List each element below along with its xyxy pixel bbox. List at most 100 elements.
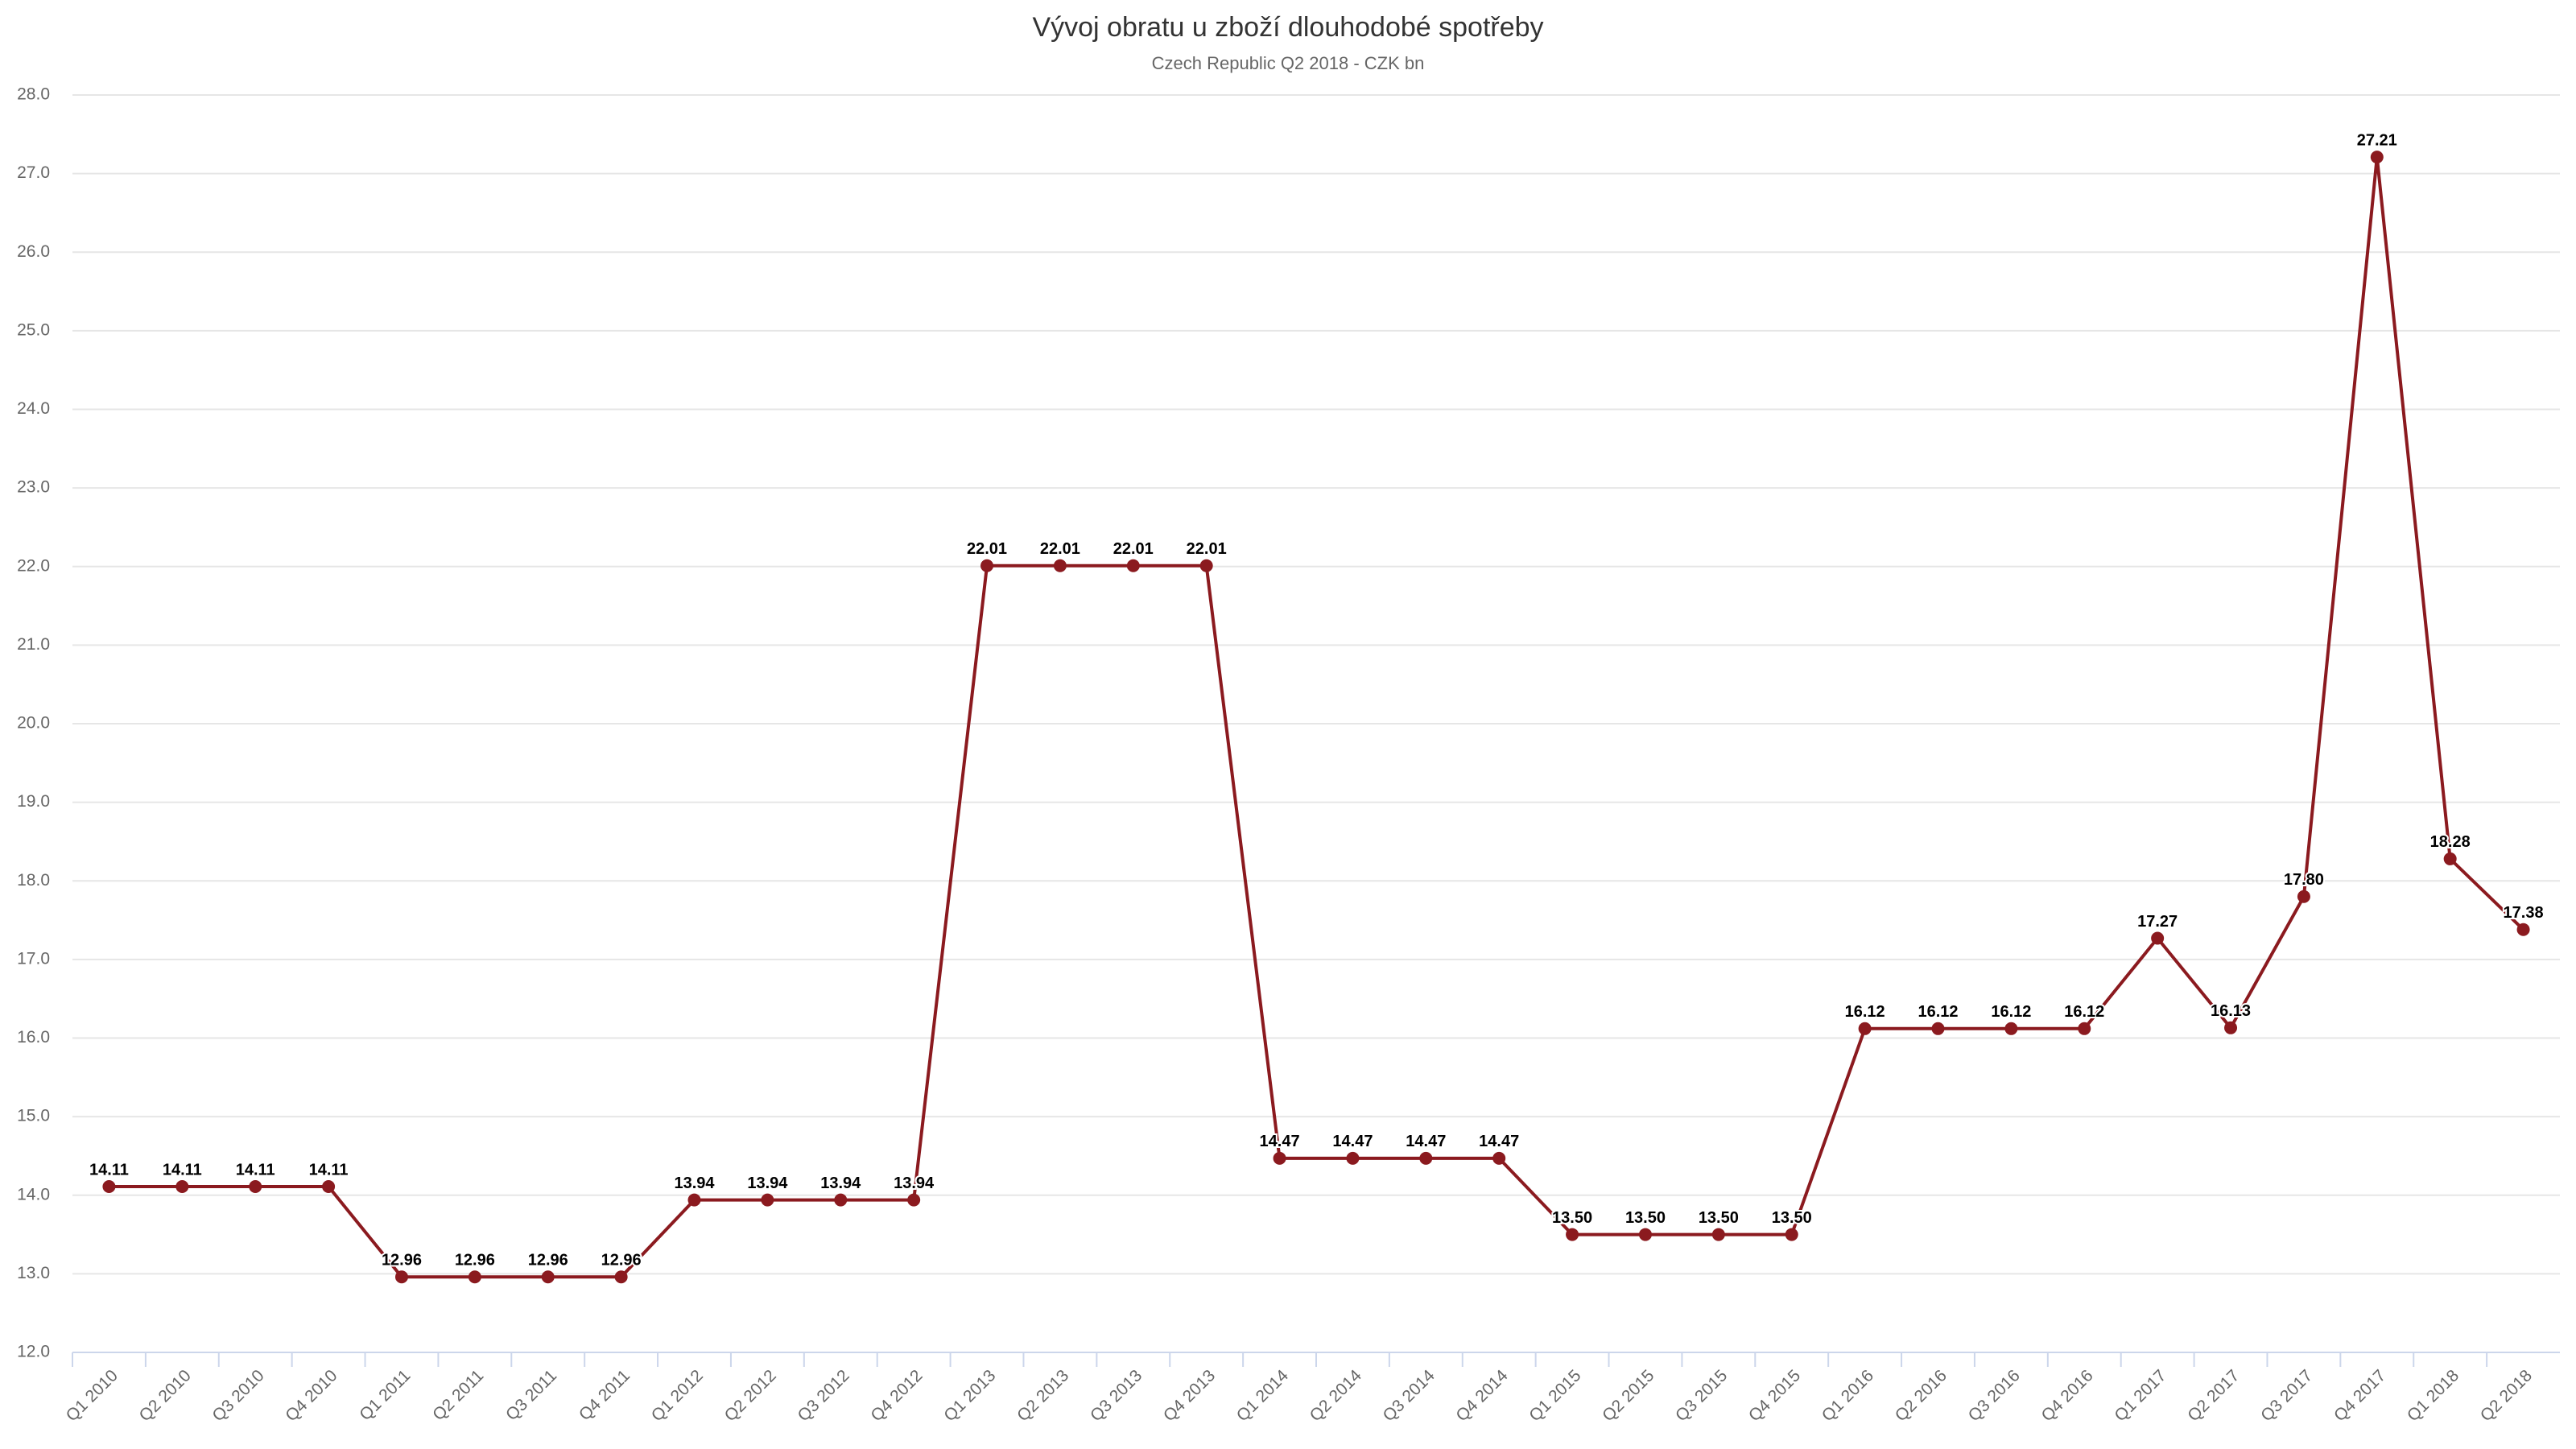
data-label: 16.12 <box>1991 1003 2031 1021</box>
data-label: 12.96 <box>528 1252 568 1269</box>
data-label: 13.94 <box>747 1174 788 1192</box>
point <box>614 1270 628 1284</box>
point <box>687 1193 701 1207</box>
point <box>2297 890 2310 903</box>
y-tick-label: 22.0 <box>17 556 50 575</box>
x-tick-label: Q1 2015 <box>1525 1366 1584 1425</box>
point <box>1492 1151 1506 1165</box>
x-tick-label: Q2 2012 <box>721 1366 780 1425</box>
point <box>102 1180 116 1194</box>
y-tick-label: 20.0 <box>17 714 50 733</box>
point <box>1566 1228 1579 1241</box>
x-tick-label: Q2 2010 <box>136 1366 195 1425</box>
data-label: 22.01 <box>1113 540 1154 558</box>
data-label: 12.96 <box>455 1252 495 1269</box>
x-tick-label: Q3 2017 <box>2257 1366 2316 1425</box>
y-tick-label: 16.0 <box>17 1028 50 1046</box>
x-tick-label: Q2 2016 <box>1892 1366 1951 1425</box>
y-tick-label: 17.0 <box>17 949 50 968</box>
data-label: 13.50 <box>1552 1209 1592 1227</box>
y-tick-label: 14.0 <box>17 1185 50 1203</box>
x-tick-label: Q4 2017 <box>2330 1366 2389 1425</box>
data-label: 12.96 <box>382 1252 422 1269</box>
point <box>1199 559 1213 572</box>
x-tick-label: Q1 2018 <box>2404 1366 2462 1425</box>
x-tick-label: Q1 2013 <box>940 1366 999 1425</box>
y-tick-label: 27.0 <box>17 163 50 182</box>
chart-subtitle: Czech Republic Q2 2018 - CZK bn <box>1152 53 1425 73</box>
data-label: 14.11 <box>236 1161 275 1179</box>
x-tick-label: Q3 2016 <box>1965 1366 2024 1425</box>
x-tick-label: Q2 2014 <box>1307 1366 1365 1425</box>
x-tick-label: Q2 2013 <box>1013 1366 1072 1425</box>
data-label: 13.94 <box>674 1174 715 1192</box>
point <box>1053 559 1067 572</box>
data-label: 14.47 <box>1260 1133 1300 1150</box>
data-label: 16.12 <box>1918 1003 1958 1021</box>
data-label: 13.94 <box>894 1174 935 1192</box>
data-label: 14.11 <box>163 1161 202 1179</box>
point <box>761 1193 774 1207</box>
y-tick-label: 21.0 <box>17 635 50 654</box>
x-tick-label: Q3 2010 <box>208 1366 267 1425</box>
x-tick-label: Q4 2015 <box>1745 1366 1804 1425</box>
data-label: 22.01 <box>967 540 1007 558</box>
x-tick-label: Q1 2014 <box>1233 1366 1292 1425</box>
series-line <box>109 156 2524 1279</box>
point <box>1711 1228 1725 1241</box>
x-tick-label: Q4 2013 <box>1160 1366 1219 1425</box>
point <box>541 1270 555 1284</box>
point <box>2516 923 2530 936</box>
point <box>1931 1022 1945 1035</box>
point <box>468 1270 481 1284</box>
x-tick-label: Q2 2011 <box>429 1366 487 1424</box>
point <box>394 1270 408 1284</box>
x-tick-label: Q1 2017 <box>2111 1366 2169 1425</box>
x-tick-label: Q3 2013 <box>1087 1366 1146 1425</box>
x-tick-label: Q2 2017 <box>2184 1366 2243 1425</box>
point <box>980 559 994 572</box>
point <box>2224 1021 2238 1034</box>
x-tick-label: Q4 2010 <box>282 1366 341 1425</box>
data-label: 14.47 <box>1406 1133 1446 1150</box>
y-tick-label: 24.0 <box>17 399 50 418</box>
point <box>907 1193 921 1207</box>
data-label: 16.12 <box>1845 1003 1885 1021</box>
x-tick-label: Q4 2012 <box>867 1366 926 1425</box>
x-tick-label: Q3 2011 <box>502 1366 560 1424</box>
y-tick-label: 26.0 <box>17 242 50 261</box>
point <box>1858 1022 1872 1035</box>
x-tick-label: Q2 2015 <box>1599 1366 1657 1425</box>
point <box>1126 559 1140 572</box>
x-tick-label: Q4 2011 <box>576 1366 634 1424</box>
data-label: 18.28 <box>2430 833 2471 851</box>
data-label: 14.11 <box>89 1161 129 1179</box>
y-tick-label: 25.0 <box>17 320 50 339</box>
data-label: 13.94 <box>820 1174 861 1192</box>
data-label: 14.47 <box>1332 1133 1373 1150</box>
point <box>2151 931 2165 945</box>
point <box>1346 1151 1360 1165</box>
data-label: 14.11 <box>309 1161 349 1179</box>
x-tick-label: Q1 2012 <box>648 1366 707 1425</box>
y-tick-label: 23.0 <box>17 478 50 497</box>
chart-title: Vývoj obratu u zboží dlouhodobé spotřeby <box>1032 12 1543 43</box>
data-label: 27.21 <box>2357 131 2397 149</box>
data-label: 17.27 <box>2137 913 2178 931</box>
data-label: 14.47 <box>1479 1133 1519 1150</box>
data-label: 13.50 <box>1772 1209 1812 1227</box>
point <box>2443 852 2457 865</box>
x-tick-label: Q1 2016 <box>1818 1366 1877 1425</box>
x-tick-label: Q4 2014 <box>1452 1366 1511 1425</box>
x-tick-label: Q4 2016 <box>2037 1366 2096 1425</box>
data-label: 16.13 <box>2211 1002 2251 1020</box>
y-tick-label: 15.0 <box>17 1107 50 1125</box>
point <box>2370 151 2384 164</box>
x-tick-label: Q3 2015 <box>1672 1366 1731 1425</box>
x-tick-label: Q1 2010 <box>63 1366 122 1425</box>
y-tick-label: 13.0 <box>17 1264 50 1282</box>
data-label: 13.50 <box>1625 1209 1666 1227</box>
point <box>2078 1022 2091 1035</box>
